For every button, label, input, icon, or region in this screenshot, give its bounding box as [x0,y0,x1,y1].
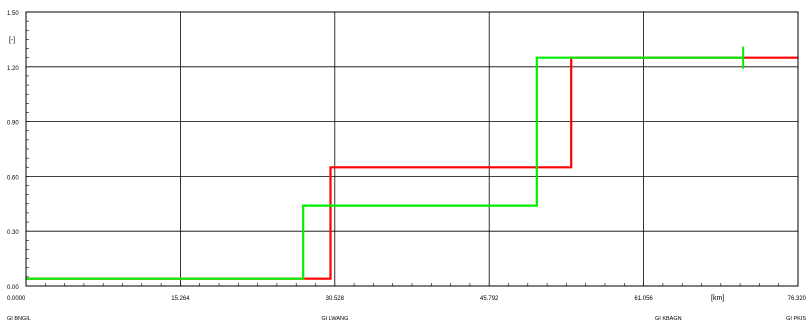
x-tick-label: 45.792 [480,296,499,302]
y-tick-label: 0.90 [7,121,19,127]
y-unit-label: [-] [9,37,15,44]
axes: 0.00 0.30 0.60 0.90 1.20 1.50 0.0000 15.264 30.5… [7,11,807,322]
y-tick-label: 0.00 [7,285,19,291]
plot-frame [25,11,799,287]
grid [26,12,798,286]
series-line-2 [26,56,744,280]
series-layer [26,46,798,280]
y-tick-label: 1.20 [7,66,19,72]
x-tick-label: 61.056 [634,296,653,302]
series-line-1 [26,56,798,280]
x-tick-label: 0.0000 [7,296,26,302]
x-tick-label: 30.528 [326,296,345,302]
x-tick-label: 15.264 [171,296,190,302]
y-tick-label: 0.60 [7,175,19,181]
x-unit-label: [km] [711,295,724,302]
x-tick-label: 76.320 [788,296,807,302]
station-label: GI PKIS [786,316,806,322]
station-label: GI LWANG [321,316,348,322]
station-label: GI KBAGN [655,316,682,322]
y-tick-label: 0.30 [7,230,19,236]
y-tick-label: 1.50 [7,11,19,17]
station-label: GI BNGIL [7,316,31,322]
